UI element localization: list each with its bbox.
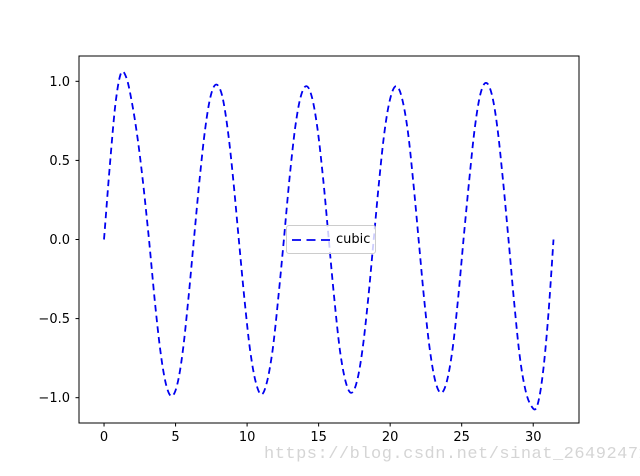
x-tick-label: 20 [382,430,399,445]
y-tick-label: −0.5 [38,312,70,327]
watermark-text: https://blog.csdn.net/sinat_26492471 [264,445,640,464]
y-tick-label: 0.5 [49,154,70,169]
x-tick-label: 0 [100,430,108,445]
x-tick-label: 10 [239,430,256,445]
legend-label: cubic [336,232,371,247]
y-tick-label: 1.0 [49,75,70,90]
x-tick-label: 30 [525,430,542,445]
x-tick-label: 25 [453,430,470,445]
y-tick-label: 0.0 [49,233,70,248]
x-tick-label: 15 [310,430,327,445]
x-tick-label: 5 [171,430,179,445]
legend-dashed-line-icon [292,238,330,241]
series-cubic-line [103,70,555,411]
legend: cubic [286,225,376,254]
y-tick-label: −1.0 [38,391,70,406]
